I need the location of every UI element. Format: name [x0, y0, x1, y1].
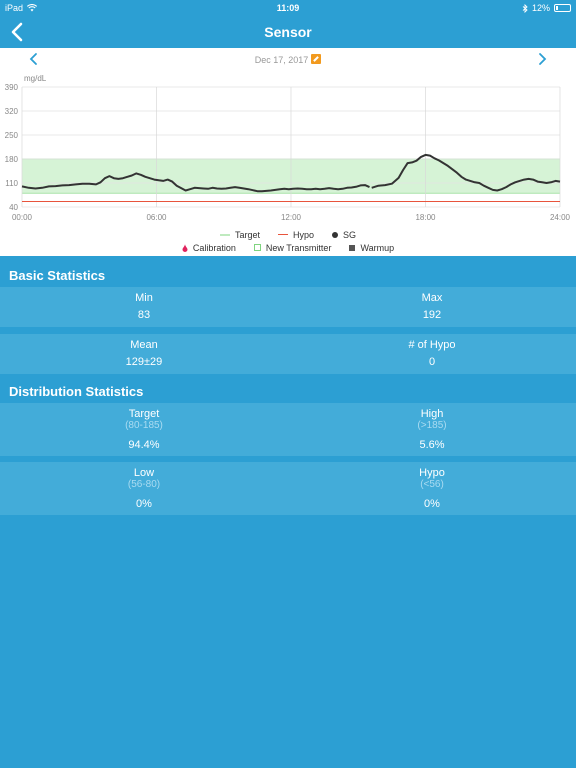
- stat-range: (>185): [417, 420, 447, 431]
- y-axis-label: mg/dL: [24, 74, 47, 83]
- wifi-icon: [27, 4, 38, 12]
- nav-bar: Sensor: [0, 16, 576, 48]
- target-swatch: [219, 233, 230, 236]
- stat-value: 192: [422, 309, 442, 321]
- page-title: Sensor: [264, 24, 312, 40]
- stat-row-mean-hypo: Mean 129±29 # of Hypo 0: [0, 334, 576, 374]
- basic-statistics-header: Basic Statistics: [0, 261, 576, 289]
- previous-day-icon[interactable]: [26, 51, 42, 67]
- bluetooth-icon: [522, 3, 528, 13]
- legend-label: Calibration: [192, 242, 236, 253]
- legend-calibration: Calibration: [182, 243, 236, 253]
- stat-value: 0%: [424, 498, 440, 510]
- x-tick-label: 12:00: [281, 213, 302, 222]
- sg-series-line: [371, 153, 561, 192]
- legend-target: Target: [219, 229, 260, 240]
- status-bar: iPad 11:09 12%: [0, 0, 576, 16]
- y-tick-label: 180: [5, 155, 19, 164]
- y-tick-label: 40: [9, 203, 18, 212]
- date-text: Dec 17, 2017: [254, 55, 309, 65]
- hypo-swatch: [277, 234, 288, 235]
- stat-label: # of Hypo: [408, 339, 456, 351]
- date-navigator: Dec 17, 2017: [0, 48, 576, 70]
- legend-sg: SG: [332, 230, 356, 240]
- stat-value: 0: [428, 356, 436, 368]
- sg-series-line: [21, 172, 370, 193]
- battery-icon: [554, 4, 571, 12]
- legend-label: Warmup: [360, 242, 395, 253]
- edit-date-icon[interactable]: [311, 54, 322, 64]
- legend-warmup: Warmup: [349, 243, 394, 253]
- dist-high: High (>185) 5.6%: [288, 403, 576, 456]
- sg-dot-icon: [332, 231, 338, 238]
- stat-range: (56-80): [127, 479, 161, 490]
- y-tick-label: 110: [5, 179, 18, 188]
- legend-label: Target: [234, 229, 260, 240]
- legend-new-transmitter: New Transmitter: [253, 242, 332, 253]
- chart-panel: Dec 17, 2017 mg/dL 40 110 180 250 320 390 00:0…: [0, 48, 576, 256]
- legend-label: New Transmitter: [265, 242, 332, 253]
- stat-label: High: [420, 408, 444, 420]
- dist-hypo: Hypo (<56) 0%: [288, 462, 576, 515]
- stat-min: Min 83: [0, 287, 288, 327]
- stat-value: 94.4%: [128, 439, 160, 451]
- x-tick-label: 24:00: [550, 213, 571, 222]
- y-tick-label: 320: [5, 107, 19, 116]
- battery-percent: 12%: [531, 3, 550, 13]
- stat-range: (<56): [420, 479, 444, 490]
- dist-low: Low (56-80) 0%: [0, 462, 288, 515]
- chart-legend: Target Hypo SG Calibration New Transmitt…: [0, 228, 576, 254]
- device-name: iPad: [5, 3, 24, 13]
- stat-row-min-max: Min 83 Max 192: [0, 287, 576, 327]
- stat-label: Min: [135, 292, 153, 304]
- stat-label: Low: [133, 467, 155, 479]
- back-chevron-icon[interactable]: [8, 20, 28, 44]
- stat-label: Max: [421, 292, 443, 304]
- stat-value: 5.6%: [419, 439, 445, 451]
- stat-max: Max 192: [288, 287, 576, 327]
- distribution-statistics-header: Distribution Statistics: [0, 377, 576, 405]
- stat-mean: Mean 129±29: [0, 334, 288, 374]
- next-day-icon[interactable]: [534, 51, 550, 67]
- x-tick-label: 06:00: [146, 213, 167, 222]
- warmup-icon: [349, 244, 356, 251]
- stat-label: Mean: [130, 339, 158, 351]
- status-time: 11:09: [276, 3, 300, 13]
- legend-label: SG: [343, 229, 357, 240]
- x-tick-label: 00:00: [12, 213, 33, 222]
- stat-label: Target: [128, 408, 160, 420]
- dist-row-target-high: Target (80-185) 94.4% High (>185) 5.6%: [0, 403, 576, 456]
- stat-label: Hypo: [419, 467, 445, 479]
- stat-value: 129±29: [125, 356, 163, 368]
- dist-target: Target (80-185) 94.4%: [0, 403, 288, 456]
- x-tick-label: 18:00: [415, 213, 436, 222]
- legend-hypo: Hypo: [277, 229, 314, 240]
- dist-row-low-hypo: Low (56-80) 0% Hypo (<56) 0%: [0, 462, 576, 515]
- legend-label: Hypo: [292, 229, 314, 240]
- new-transmitter-icon: [253, 244, 261, 251]
- stat-value: 83: [137, 309, 151, 321]
- date-display[interactable]: Dec 17, 2017: [0, 54, 576, 65]
- glucose-chart: mg/dL 40 110 180 250 320 390 00:00 06:00 12:00 18…: [5, 74, 571, 222]
- stat-hypo-count: # of Hypo 0: [288, 334, 576, 374]
- y-tick-label: 250: [5, 131, 19, 140]
- stat-range: (80-185): [125, 420, 163, 431]
- blood-drop-icon: [182, 243, 188, 252]
- stat-value: 0%: [136, 498, 152, 510]
- y-tick-label: 390: [5, 83, 19, 92]
